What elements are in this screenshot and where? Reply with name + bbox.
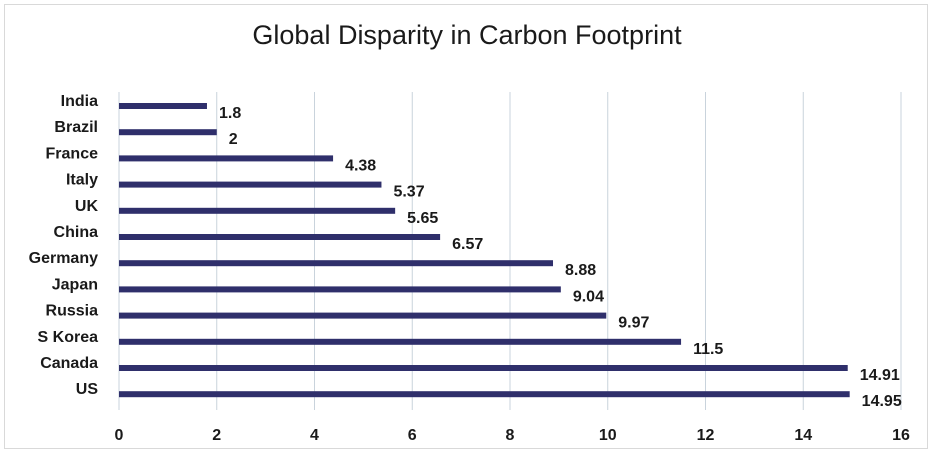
data-label: 6.57 (452, 236, 483, 253)
bar (119, 155, 334, 162)
bar (119, 391, 850, 398)
category-label: France (46, 145, 99, 162)
bar (119, 365, 848, 371)
data-label: 5.65 (407, 210, 438, 227)
data-label: 11.5 (693, 341, 723, 358)
data-label: 5.37 (393, 184, 424, 201)
category-label: Brazil (54, 119, 98, 136)
x-tick-label: 16 (892, 427, 910, 444)
category-label: Italy (66, 172, 98, 189)
category-label: Canada (40, 355, 98, 372)
bar (119, 338, 682, 345)
x-tick-label: 10 (599, 427, 617, 444)
chart-frame (4, 4, 928, 449)
data-label: 2 (229, 131, 238, 148)
data-label: 9.04 (573, 288, 604, 305)
x-tick-label: 4 (310, 427, 319, 444)
data-label: 8.88 (565, 262, 596, 279)
category-label: S Korea (38, 329, 99, 346)
category-label: China (54, 224, 99, 241)
data-label: 4.38 (345, 157, 376, 174)
bar (119, 129, 217, 136)
bar (119, 207, 396, 214)
category-label: Russia (46, 303, 99, 320)
category-label: Germany (29, 250, 98, 267)
category-label: US (76, 381, 99, 398)
bar (119, 286, 561, 293)
x-tick-label: 2 (212, 427, 221, 444)
bar (119, 260, 554, 267)
bar (119, 181, 382, 188)
chart-title: Global Disparity in Carbon Footprint (252, 20, 682, 50)
data-label: 9.97 (618, 315, 649, 332)
category-label: Japan (52, 276, 98, 293)
data-label: 14.91 (860, 367, 900, 384)
x-tick-label: 8 (506, 427, 515, 444)
category-label: UK (75, 198, 99, 215)
x-tick-label: 6 (408, 427, 417, 444)
category-label: India (61, 93, 98, 110)
data-label: 1.8 (219, 105, 241, 122)
x-tick-label: 0 (115, 427, 124, 444)
x-tick-label: 14 (794, 427, 812, 444)
bar (119, 103, 207, 109)
x-tick-label: 12 (697, 427, 715, 444)
bar (119, 312, 607, 319)
data-label: 14.95 (862, 393, 902, 410)
bar (119, 234, 441, 240)
